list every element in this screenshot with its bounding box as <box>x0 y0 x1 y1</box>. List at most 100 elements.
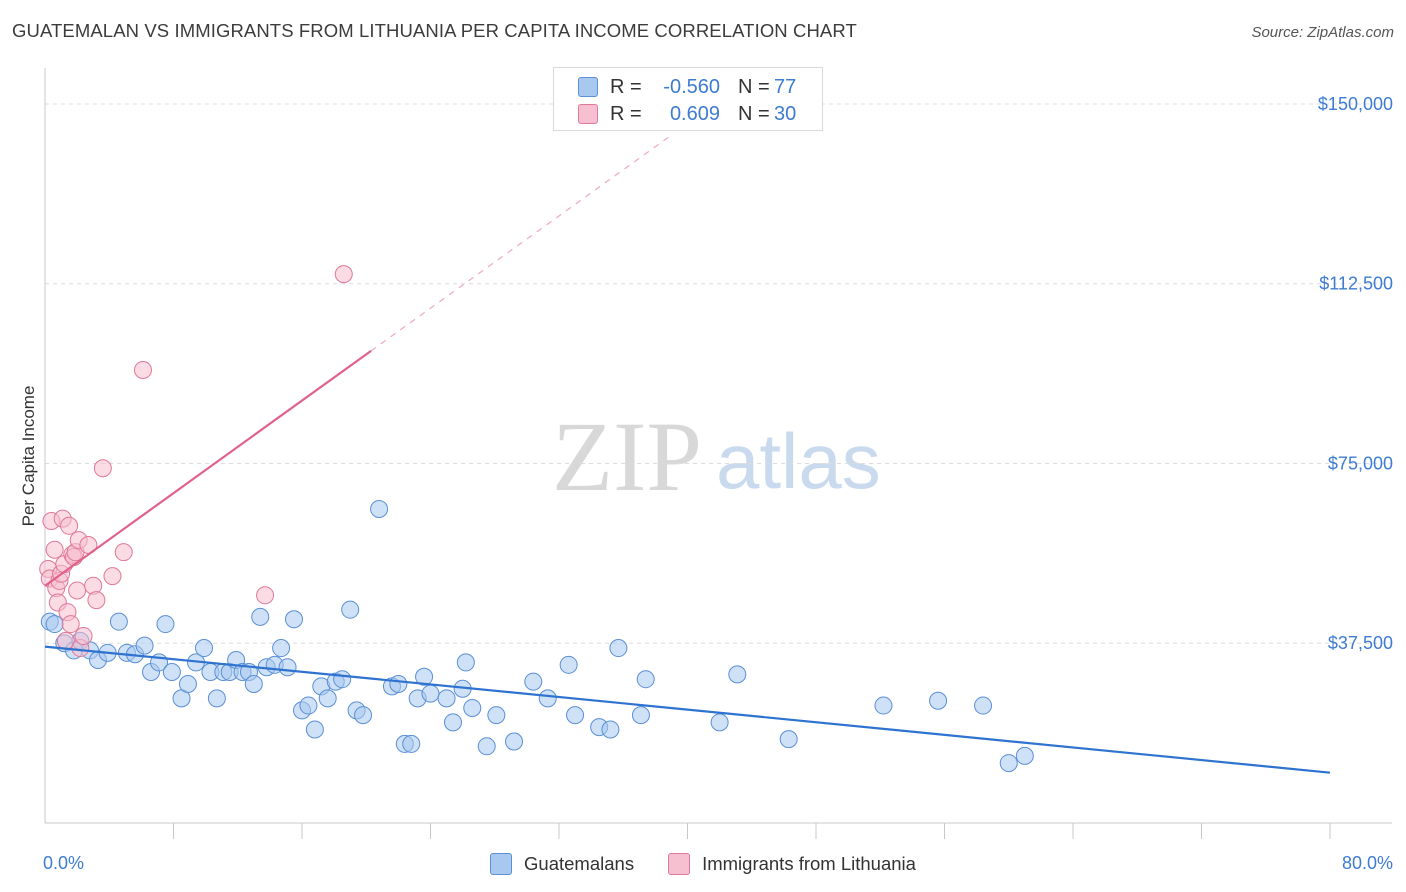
lithuania-point <box>45 540 64 559</box>
lithuania-point <box>61 615 80 634</box>
guatemalan-point <box>251 607 270 626</box>
guatemalans-points <box>40 500 1034 773</box>
guatemalan-point <box>354 706 373 725</box>
legend-item-guatemalans: Guatemalans <box>490 853 634 875</box>
lithuania-trend-extension <box>370 134 672 352</box>
guatemalan-point <box>1015 746 1034 765</box>
y-tick-label: $37,500 <box>1328 633 1393 653</box>
y-tick-label: $112,500 <box>1319 274 1393 294</box>
guatemalan-point <box>463 698 482 717</box>
guatemalan-point <box>272 639 291 658</box>
x-tick-label: 80.0% <box>1342 853 1393 873</box>
legend-r-label: R = <box>610 102 642 125</box>
lithuania-point <box>74 627 93 646</box>
guatemalan-point <box>477 737 496 756</box>
guatemalan-point <box>162 663 181 682</box>
guatemalan-point <box>299 696 318 715</box>
guatemalan-point <box>370 500 389 519</box>
guatemalan-point <box>566 706 585 725</box>
guatemalan-point <box>443 713 462 732</box>
trend-lines <box>44 134 1331 774</box>
guatemalan-point <box>609 639 628 658</box>
guatemalan-point <box>505 732 524 751</box>
guatemalan-point <box>318 689 337 708</box>
lithuania-points <box>39 265 353 658</box>
x-tick-labels: 0.0% 80.0% <box>43 853 1393 873</box>
legend-n-label: N = <box>738 102 770 125</box>
legend-label-guatemalans: Guatemalans <box>524 853 635 874</box>
legend-r-label: R = <box>610 75 642 98</box>
guatemalan-point <box>456 653 475 672</box>
lithuania-point <box>68 581 87 600</box>
guatemalan-point <box>415 667 434 686</box>
guatemalan-point <box>601 720 620 739</box>
series-legend: Guatemalans Immigrants from Lithuania <box>0 852 1406 876</box>
lithuania-trend-line <box>44 349 372 587</box>
lithuania-point <box>87 591 106 610</box>
lithuania-point <box>114 543 133 562</box>
guatemalan-point <box>636 670 655 689</box>
guatemalan-point <box>524 672 543 691</box>
guatemalan-point <box>999 754 1018 773</box>
legend-swatch-pink <box>578 104 598 124</box>
watermark-atlas: atlas <box>716 417 881 505</box>
guatemalan-point <box>389 674 408 693</box>
chart-title: GUATEMALAN VS IMMIGRANTS FROM LITHUANIA … <box>12 20 857 41</box>
guatemalan-point <box>437 689 456 708</box>
lithuania-point <box>103 567 122 586</box>
guatemalan-point <box>244 674 263 693</box>
legend-label-lithuania: Immigrants from Lithuania <box>702 853 916 874</box>
guatemalan-point <box>779 730 798 749</box>
guatemalan-point <box>278 658 297 677</box>
guatemalan-point <box>974 696 993 715</box>
y-tick-label: $75,000 <box>1328 453 1393 473</box>
guatemalan-point <box>178 674 197 693</box>
correlation-legend: R = -0.560 N = 77 R = 0.609 N = 30 <box>553 67 823 131</box>
legend-r-value: 0.609 <box>669 102 720 125</box>
legend-row-lithuania: R = 0.609 N = 30 <box>578 102 796 126</box>
guatemalan-point <box>402 734 421 753</box>
guatemalan-point <box>333 670 352 689</box>
guatemalan-point <box>487 706 506 725</box>
guatemalan-point <box>45 615 64 634</box>
guatemalan-point <box>538 689 557 708</box>
guatemalan-point <box>135 636 154 655</box>
guatemalan-point <box>207 689 226 708</box>
lithuania-point <box>93 459 112 478</box>
y-tick-labels: $37,500 $75,000 $112,500 $150,000 <box>1318 94 1393 653</box>
source-label: Source: ZipAtlas.com <box>1251 24 1394 41</box>
legend-row-guatemalans: R = -0.560 N = 77 <box>578 75 796 99</box>
watermark-zip: ZIP <box>552 401 702 512</box>
guatemalan-point <box>710 713 729 732</box>
lithuania-point <box>133 361 152 380</box>
guatemalan-point <box>631 706 650 725</box>
guatemalan-point <box>109 612 128 631</box>
guatemalan-point <box>284 610 303 629</box>
guatemalan-point <box>305 720 324 739</box>
legend-r-value: -0.560 <box>663 75 720 98</box>
guatemalan-point <box>728 665 747 684</box>
legend-item-lithuania: Immigrants from Lithuania <box>668 853 916 875</box>
grid-lines <box>45 103 1392 644</box>
y-axis-label: Per Capita Income <box>19 386 38 527</box>
guatemalan-point <box>421 684 440 703</box>
guatemalan-point <box>341 600 360 619</box>
guatemalan-point <box>156 615 175 634</box>
guatemalan-point <box>874 696 893 715</box>
guatemalan-point <box>559 655 578 674</box>
watermark: ZIP atlas <box>552 401 881 512</box>
legend-n-value: 30 <box>774 102 797 125</box>
guatemalan-point <box>195 639 214 658</box>
guatemalans-trend-line <box>44 645 1331 774</box>
legend-swatch-guatemalans <box>490 853 513 875</box>
legend-n-value: 77 <box>774 75 797 98</box>
y-tick-label: $150,000 <box>1318 94 1393 114</box>
lithuania-point <box>60 516 79 535</box>
x-tick-label: 0.0% <box>43 853 84 873</box>
guatemalan-point <box>929 691 948 710</box>
legend-swatch-lithuania <box>668 853 691 875</box>
axes <box>44 68 1392 839</box>
lithuania-point <box>334 265 353 284</box>
lithuania-point <box>256 586 275 605</box>
